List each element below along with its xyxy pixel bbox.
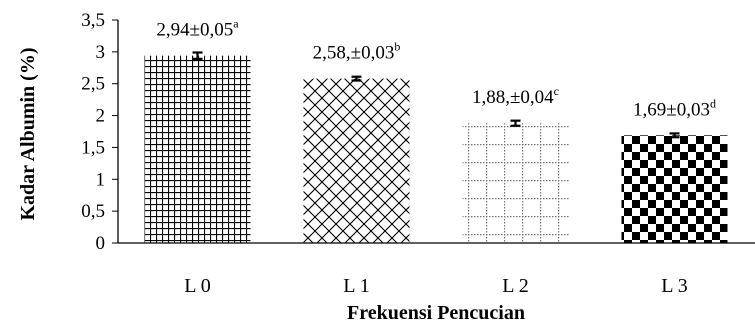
- data-label-value: 2,94±0,05: [156, 20, 233, 41]
- data-label-superscript: d: [710, 96, 716, 110]
- bar-l0: [144, 55, 251, 244]
- data-label: 1,88,±0,04c: [472, 84, 559, 108]
- data-label: 1,69±0,03d: [633, 96, 716, 120]
- bar-l2: [462, 123, 569, 243]
- error-bar: [510, 119, 521, 127]
- y-tick-label: 2,5: [81, 74, 105, 95]
- data-labels: 2,94±0,05a 2,58,±0,03b 1,88,±0,04c 1,69±0,0…: [156, 17, 716, 121]
- bars: [144, 55, 728, 244]
- y-tick-label: 1,5: [81, 137, 105, 158]
- data-label-superscript: b: [394, 40, 400, 54]
- bar-l3: [621, 135, 728, 243]
- error-bar: [669, 132, 680, 139]
- data-label-value: 1,69±0,03: [633, 99, 710, 120]
- error-bar: [192, 51, 203, 60]
- data-label-superscript: a: [233, 17, 239, 31]
- y-tick-label: 1: [96, 169, 106, 190]
- bar-l1: [303, 78, 410, 243]
- error-bars: [192, 51, 680, 139]
- data-label-value: 1,88,±0,04: [472, 87, 554, 108]
- y-tick-label: 3: [96, 42, 106, 63]
- x-axis-title: Frekuensi Pencucian: [347, 302, 525, 324]
- data-label: 2,58,±0,03b: [313, 40, 401, 64]
- y-axis-ticks: 0 0,5 1 1,5 2 2,5 3 3,5: [81, 10, 118, 254]
- x-axis-categories: L 0 L 1 L 2 L 3: [184, 275, 687, 297]
- x-category-label: L 2: [502, 275, 528, 297]
- y-tick-label: 3,5: [81, 10, 105, 31]
- y-axis-title: Kadar Albumin (%): [17, 48, 39, 221]
- error-bar: [351, 75, 362, 82]
- x-category-label: L 1: [343, 275, 369, 297]
- y-tick-label: 2: [96, 106, 106, 127]
- data-label-value: 2,58,±0,03: [313, 43, 395, 64]
- x-category-label: L 3: [661, 275, 687, 297]
- x-category-label: L 0: [184, 275, 210, 297]
- data-label: 2,94±0,05a: [156, 17, 239, 41]
- y-tick-label: 0,5: [81, 201, 105, 222]
- data-label-superscript: c: [554, 84, 559, 98]
- y-tick-label: 0: [96, 233, 106, 254]
